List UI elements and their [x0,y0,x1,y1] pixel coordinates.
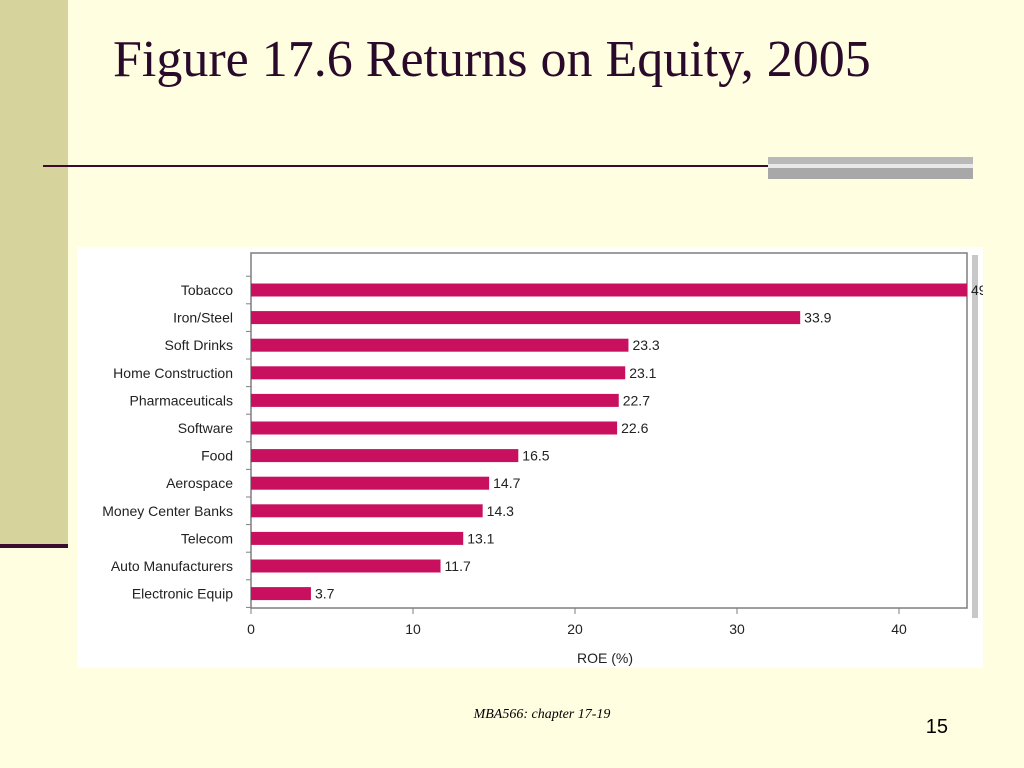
x-axis-label: ROE (%) [577,650,633,666]
category-label: Aerospace [166,475,233,491]
bar [251,311,801,325]
bar [251,283,967,297]
left-decorative-band [0,0,68,546]
left-band-underline [0,544,68,548]
value-label: 22.6 [621,420,648,436]
x-tick-label: 40 [891,621,907,637]
value-label: 49.1 [971,282,983,298]
category-label: Telecom [181,530,233,546]
value-label: 23.1 [629,365,656,381]
roe-bar-chart: Tobacco 49.1 Iron/Steel 33.9 Soft Drinks 23.3… [102,252,983,666]
title-accent-bar [768,157,973,179]
x-tick-label: 20 [567,621,583,637]
value-label: 14.7 [493,475,520,491]
bar [251,587,311,601]
category-label: Soft Drinks [165,337,233,353]
bar [251,449,519,463]
page-number: 15 [925,716,948,738]
value-label: 13.1 [467,530,494,546]
value-label: 22.7 [623,392,650,408]
value-label: 16.5 [522,448,549,464]
category-label: Iron/Steel [173,310,233,326]
bar [251,366,626,380]
category-label: Food [201,448,233,464]
chart-panel: Tobacco 49.1 Iron/Steel 33.9 Soft Drinks 23.3… [77,247,983,668]
bar [251,531,464,545]
category-label: Auto Manufacturers [111,558,233,574]
bar [251,476,490,490]
bar [251,559,441,573]
value-label: 14.3 [487,503,514,519]
slide-footer: MBA566: chapter 17-19 [473,707,611,722]
category-label: Electronic Equip [132,586,233,602]
bar [251,338,629,352]
category-label: Software [178,420,233,436]
bar [251,504,483,518]
title-divider [43,165,973,167]
value-label: 33.9 [804,310,831,326]
slide-title: Figure 17.6 Returns on Equity, 2005 [113,31,871,88]
value-label: 11.7 [445,558,471,574]
bar [251,393,619,407]
category-label: Pharmaceuticals [130,392,234,408]
x-tick-label: 0 [247,621,255,637]
x-tick-label: 10 [405,621,421,637]
bar [251,421,618,435]
value-label: 23.3 [632,337,659,353]
value-label: 3.7 [315,586,335,602]
category-label: Money Center Banks [102,503,233,519]
frame-shadow-right [972,255,978,618]
category-label: Home Construction [113,365,233,381]
x-tick-label: 30 [729,621,745,637]
category-label: Tobacco [181,282,233,298]
